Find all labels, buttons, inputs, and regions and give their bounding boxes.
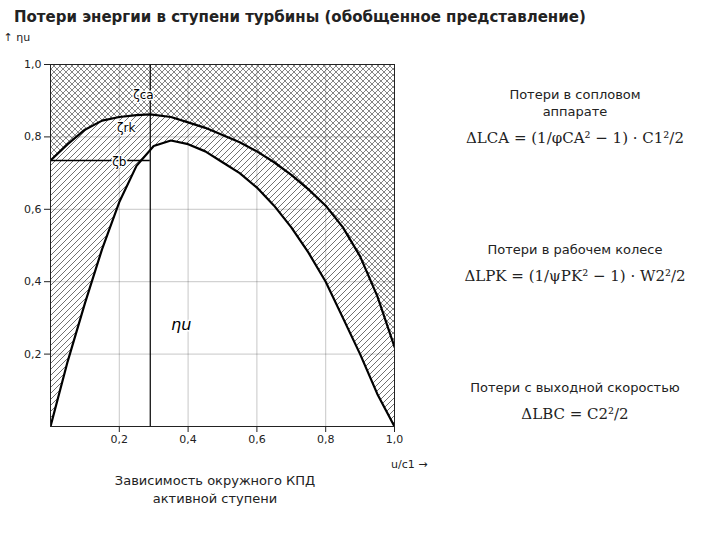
html-text:ΔLBC = C2²/2: ΔLBC = C2²/2 [521,404,629,423]
svg-text:0,8: 0,8 [24,130,42,143]
svg-text:0,6: 0,6 [24,203,42,216]
html-text:Потери в сопловом аппарате: Потери в сопловом аппарате [509,87,641,120]
svg-text:0,4: 0,4 [24,275,42,288]
svg-text:1,0: 1,0 [24,58,42,71]
svg-text:0,8: 0,8 [317,433,335,446]
svg-text:ζb: ζb [112,155,126,169]
html-text:ΔLCA = (1/φCA² − 1) · C1²/2: ΔLCA = (1/φCA² − 1) · C1²/2 [466,129,684,148]
html-text:Потери с выходной скоростью: Потери с выходной скоростью [470,379,680,395]
svg-text:ηu: ηu [171,315,191,334]
svg-text:1,0: 1,0 [386,433,404,446]
svg-text:0,4: 0,4 [179,433,197,446]
html-text:ΔLPK = (1/ψPK² − 1) · W2²/2: ΔLPK = (1/ψPK² − 1) · W2²/2 [464,266,686,285]
svg-text:ζca: ζca [133,88,153,102]
svg-text:u/c1 →: u/c1 → [391,458,427,471]
svg-text:↑ ηu: ↑ ηu [4,31,31,44]
html-text:Потери энергии в ступени турби: Потери энергии в ступени турбины (обобще… [14,8,586,26]
svg-text:0,6: 0,6 [248,433,266,446]
svg-text:0,2: 0,2 [111,433,129,446]
svg-text:0,2: 0,2 [24,348,42,361]
html-text:Потери в рабочем колесе: Потери в рабочем колесе [487,242,663,257]
html-text:Зависимость окружного КПД акти: Зависимость окружного КПД активной ступе… [114,473,316,506]
svg-text:ζrk: ζrk [117,121,135,135]
